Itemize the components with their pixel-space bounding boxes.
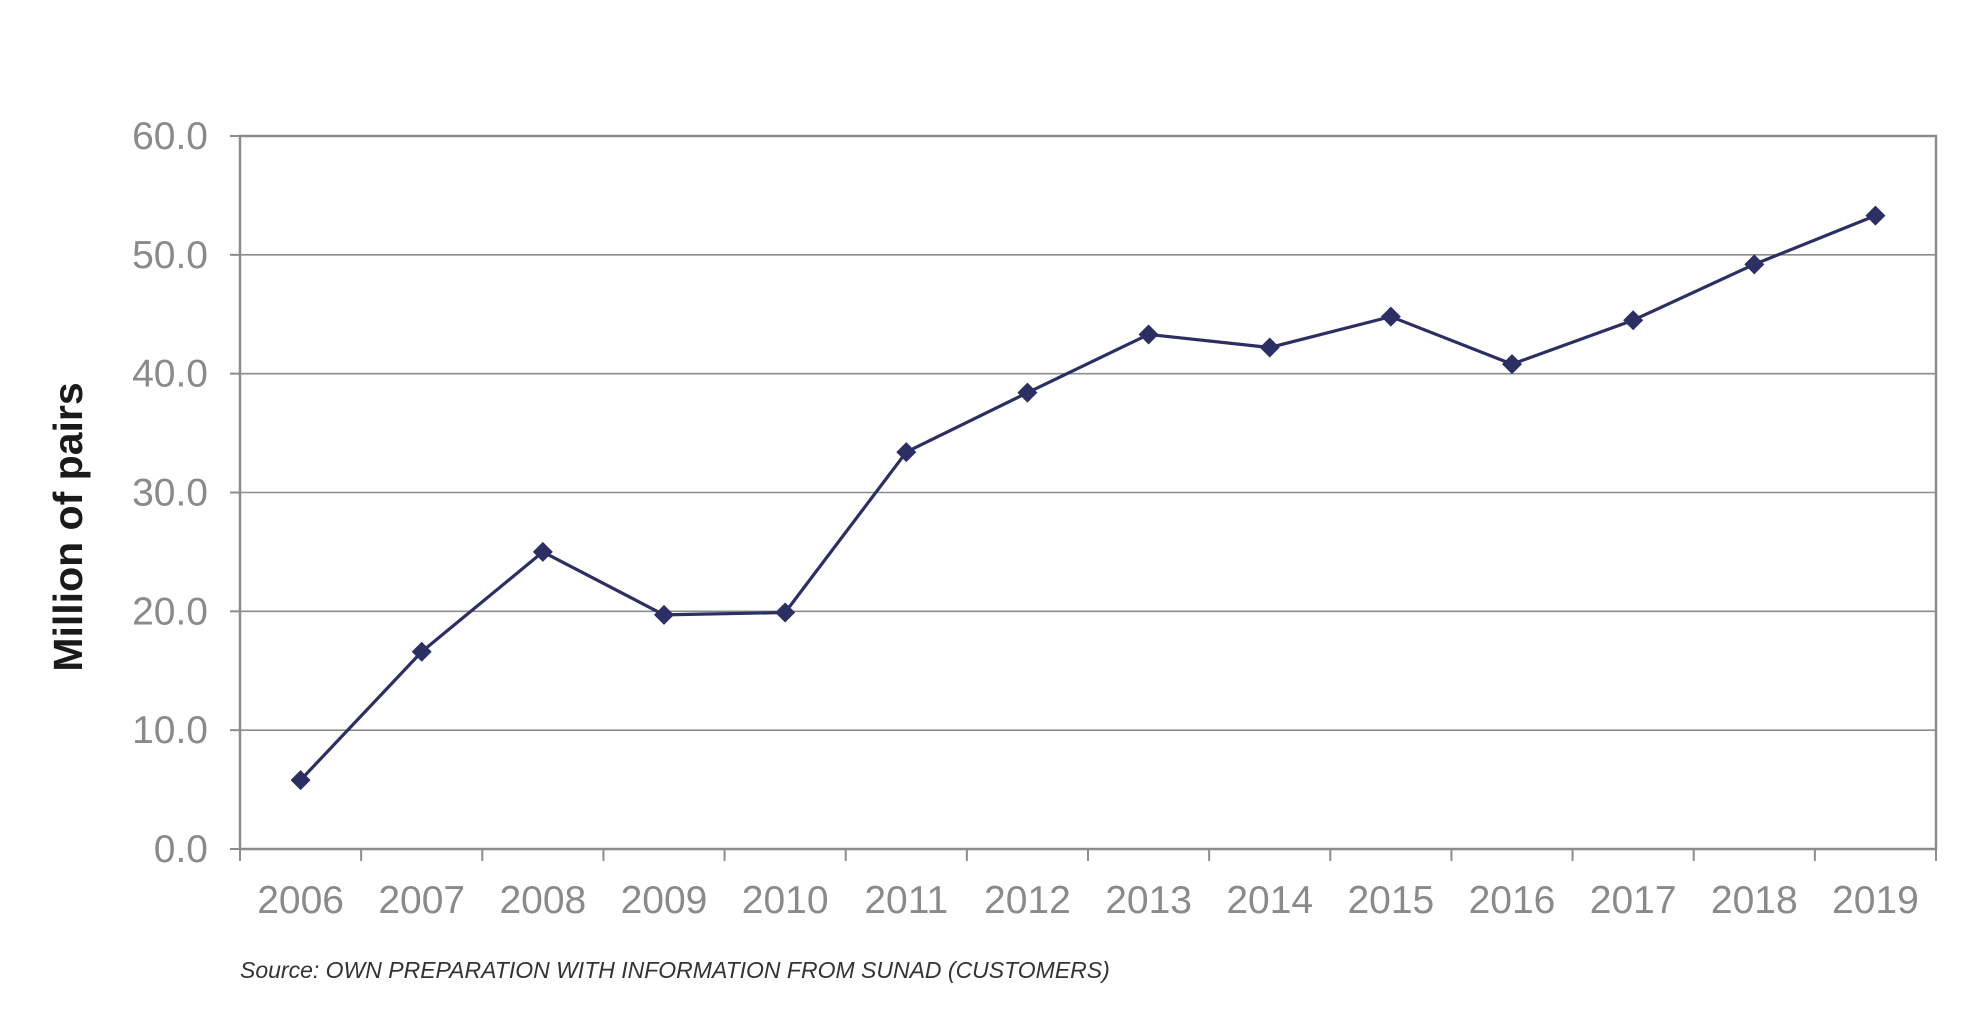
- x-tick-label: 2017: [1590, 879, 1677, 922]
- data-point-2019: [1865, 205, 1886, 226]
- y-tick-label: 0.0: [154, 828, 208, 871]
- data-point-2009: [654, 604, 674, 625]
- data-point-2014: [1259, 337, 1280, 358]
- data-point-2016: [1502, 354, 1522, 375]
- data-point-2008: [532, 541, 553, 562]
- data-point-2011: [896, 442, 917, 463]
- data-point-2010: [775, 602, 796, 623]
- data-point-2013: [1138, 324, 1159, 345]
- data-point-2012: [1017, 382, 1038, 403]
- y-tick-label: 10.0: [132, 709, 208, 752]
- y-tick-label: 20.0: [132, 590, 208, 633]
- data-point-2018: [1744, 254, 1765, 275]
- x-tick-label: 2006: [257, 879, 344, 922]
- y-tick-label: 50.0: [132, 234, 208, 277]
- y-tick-label: 40.0: [132, 353, 208, 396]
- y-tick-label: 30.0: [132, 472, 208, 515]
- x-tick-label: 2014: [1226, 879, 1313, 922]
- data-point-2015: [1380, 306, 1401, 327]
- x-tick-label: 2009: [621, 879, 708, 922]
- x-tick-label: 2013: [1105, 879, 1192, 922]
- y-tick-label: 60.0: [132, 115, 208, 158]
- data-point-2007: [411, 641, 432, 662]
- series-group: [290, 205, 1886, 791]
- x-axis-ticks: 2006 2007 2008 2009 2010 2011 2012 2013 2014 2015…: [239, 849, 1937, 922]
- x-tick-label: 2011: [864, 879, 948, 922]
- x-tick-label: 2008: [499, 879, 586, 922]
- data-point-2006: [290, 770, 311, 791]
- x-tick-label: 2012: [984, 879, 1071, 922]
- grid-lines: [240, 135, 1936, 731]
- x-tick-label: 2018: [1711, 879, 1798, 922]
- series-line: [299, 214, 1877, 782]
- data-point-2017: [1623, 310, 1644, 331]
- source-note: Source: OWN PREPARATION WITH INFORMATION…: [240, 957, 1110, 983]
- y-axis-label: Million of pairs: [45, 382, 91, 671]
- x-tick-label: 2015: [1347, 879, 1434, 922]
- x-tick-label: 2007: [378, 879, 465, 922]
- y-axis-ticks: 0.0 10.0 20.0 30.0 40.0 50.0 60.0: [132, 115, 240, 871]
- x-tick-label: 2010: [742, 879, 829, 922]
- x-tick-label: 2016: [1469, 879, 1556, 922]
- x-tick-label: 2019: [1832, 879, 1919, 922]
